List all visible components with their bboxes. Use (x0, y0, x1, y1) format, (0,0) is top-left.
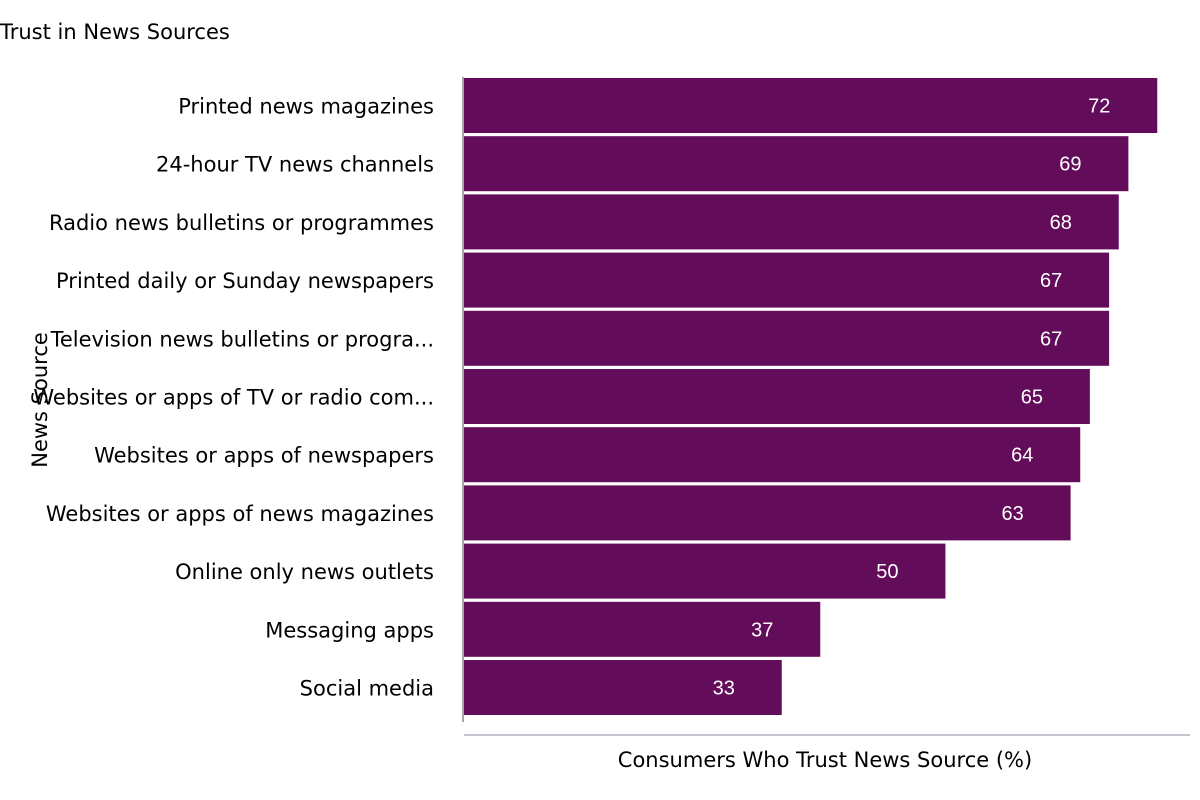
bar (464, 252, 1110, 308)
bar (464, 485, 1071, 541)
value-label: 68 (1050, 212, 1072, 234)
category-label: Messaging apps (265, 618, 434, 642)
category-label: Social media (300, 677, 434, 701)
category-labels-group: Printed news magazines 24-hour TV news ch… (33, 95, 434, 701)
value-label: 65 (1021, 387, 1043, 409)
value-label: 67 (1040, 328, 1062, 350)
y-axis-title: News Source (28, 332, 52, 468)
category-label: Websites or apps of newspapers (94, 444, 434, 468)
bar (464, 543, 946, 599)
category-label: Printed daily or Sunday newspapers (56, 269, 434, 293)
value-label: 63 (1001, 503, 1023, 525)
bars-group (464, 78, 1158, 715)
category-label: Websites or apps of news magazines (46, 502, 434, 526)
category-label: Television news bulletins or progra... (50, 327, 434, 351)
bar (464, 427, 1081, 483)
value-label: 69 (1059, 154, 1081, 176)
category-label: Printed news magazines (178, 95, 434, 119)
value-label: 67 (1040, 270, 1062, 292)
value-label: 72 (1088, 96, 1110, 118)
x-axis-title: Consumers Who Trust News Source (%) (618, 748, 1032, 772)
category-label: Websites or apps of TV or radio com... (33, 386, 434, 410)
category-label: Online only news outlets (175, 560, 434, 584)
value-label: 37 (751, 619, 773, 641)
bar (464, 369, 1090, 424)
value-labels-group: 72 69 68 67 67 65 64 63 50 37 33 (713, 96, 1111, 700)
chart-title: Trust in News Sources (0, 20, 230, 44)
value-label: 33 (713, 678, 735, 700)
bar (464, 601, 821, 657)
category-label: Radio news bulletins or programmes (49, 211, 434, 235)
bar (464, 310, 1110, 366)
value-label: 64 (1011, 445, 1033, 467)
value-label: 50 (876, 561, 898, 583)
bar (464, 78, 1158, 133)
bar (464, 660, 782, 715)
bar (464, 194, 1119, 250)
category-label: 24-hour TV news channels (156, 153, 434, 177)
bar (464, 136, 1129, 192)
